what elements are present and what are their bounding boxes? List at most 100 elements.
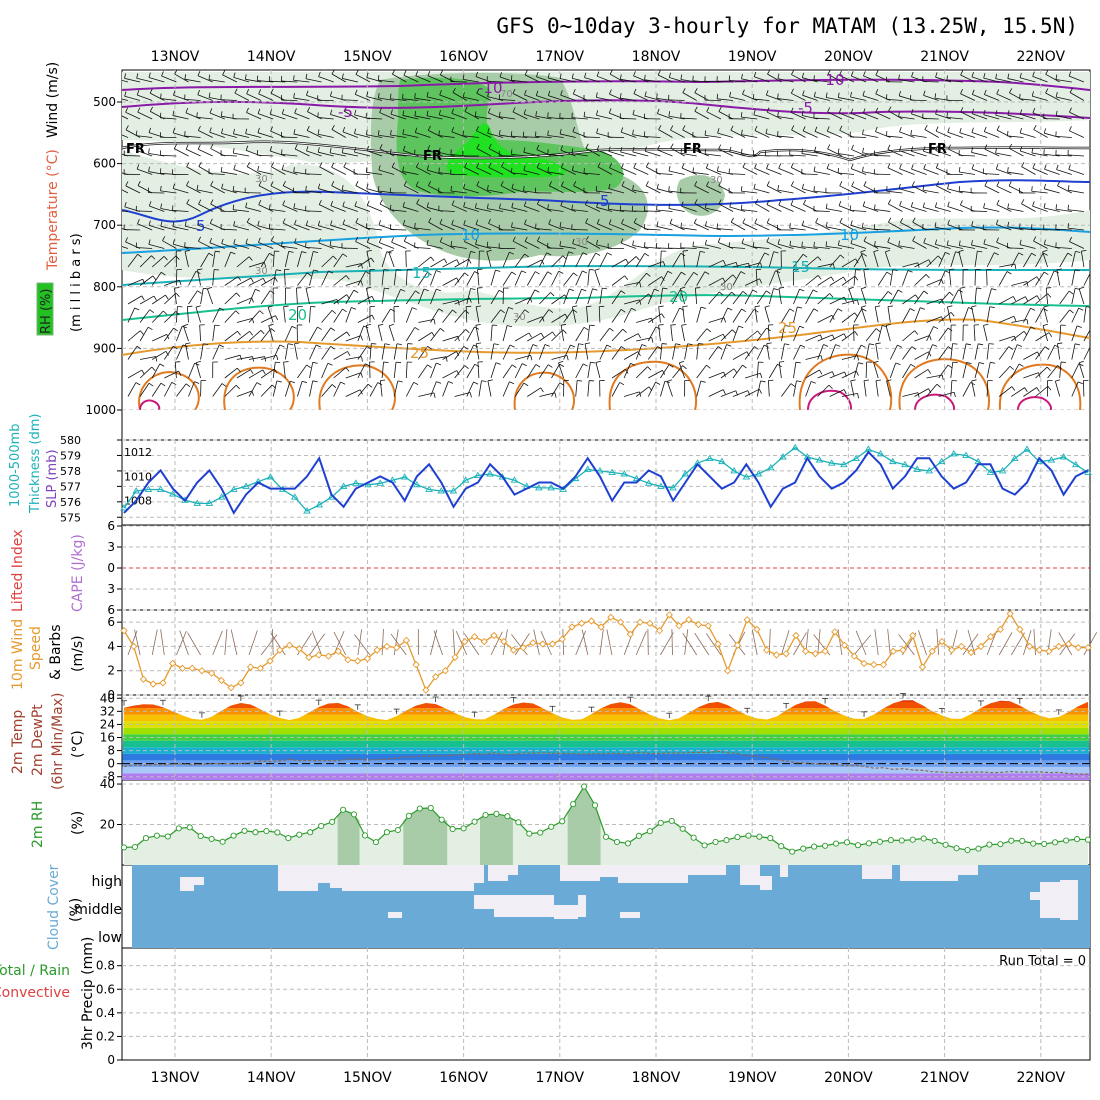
barb: [342, 219, 359, 231]
barb-staff: [672, 253, 682, 268]
barb: [559, 241, 576, 249]
barb-flag: [583, 363, 588, 367]
barb-staff: [309, 362, 314, 379]
barb-flag: [936, 383, 941, 388]
barb-staff: [418, 256, 432, 268]
barb-flag: [875, 328, 881, 332]
barb-staff: [402, 171, 419, 175]
temp-tick-label-5: 0: [107, 757, 115, 771]
barb-flag: [462, 74, 465, 80]
barb-flag: [468, 258, 472, 264]
thickness-point: [400, 473, 409, 480]
barb-staff: [236, 317, 253, 323]
barb: [656, 221, 673, 231]
barb-flag: [294, 144, 298, 150]
barb: [321, 384, 337, 397]
barb-staff: [551, 294, 565, 305]
barb-staff: [342, 223, 359, 231]
barb: [708, 259, 726, 268]
barb-flag: [839, 181, 843, 186]
barb-flag: [863, 379, 870, 382]
barb-staff: [539, 309, 550, 323]
barb: [947, 127, 964, 138]
wind-speed-point: [957, 642, 966, 651]
temp-minmax-markers: [121, 692, 1062, 719]
barb: [970, 205, 988, 212]
barb-staff: [333, 308, 343, 323]
barb-staff: [756, 252, 765, 268]
barb: [841, 392, 859, 399]
barb-flag: [790, 162, 794, 168]
barb-staff: [946, 80, 963, 83]
barb-staff: [1007, 135, 1024, 138]
barb: [476, 287, 483, 305]
barb-flag: [862, 108, 866, 114]
barb-staff: [293, 97, 310, 101]
barb-flag: [464, 106, 468, 112]
barb-flag: [331, 124, 335, 130]
barb-staff: [127, 253, 138, 268]
barb-flag: [365, 271, 371, 275]
barb-staff: [188, 381, 195, 397]
barb: [297, 251, 307, 268]
barb: [693, 145, 709, 157]
isotherm-25: [122, 318, 1090, 356]
barb: [236, 277, 254, 286]
barb-flag: [530, 355, 533, 361]
barb-staff: [355, 94, 371, 101]
barb-staff: [888, 110, 903, 120]
barb-flag: [1031, 147, 1034, 154]
barb-staff: [487, 380, 492, 397]
barb: [720, 262, 739, 268]
barb-staff: [1059, 252, 1069, 268]
wind-speed-point: [694, 620, 703, 629]
barb: [841, 258, 859, 268]
barb-flag: [644, 91, 647, 97]
barb-staff: [224, 251, 232, 268]
wind-speed-point: [977, 642, 985, 651]
barb-flag: [366, 323, 372, 326]
barb-staff: [305, 288, 310, 305]
barb-staff: [611, 309, 622, 323]
barb-flag: [258, 89, 262, 94]
barb-staff: [754, 76, 770, 83]
barb-flag: [862, 147, 864, 153]
barb-flag: [996, 181, 1000, 187]
barb: [730, 217, 746, 231]
barb-flag: [585, 143, 589, 149]
barb: [548, 181, 564, 194]
barb-staff: [294, 224, 310, 231]
barb-staff: [535, 136, 552, 138]
barb: [825, 187, 842, 194]
barb: [934, 239, 951, 249]
barb-staff: [345, 372, 362, 379]
barb: [333, 367, 350, 379]
barb: [464, 236, 480, 249]
barb-flag: [330, 109, 333, 115]
barb-staff: [777, 98, 794, 101]
wind-speed-point: [412, 661, 420, 669]
barb: [1056, 342, 1063, 360]
barb: [850, 379, 856, 397]
barb: [309, 306, 316, 323]
barb-staff: [439, 94, 455, 101]
barb: [935, 126, 951, 138]
barb-flag: [799, 288, 805, 292]
barb-flag: [560, 162, 564, 168]
barb: [853, 269, 861, 286]
barb-staff: [1083, 306, 1087, 323]
barb-flag: [221, 183, 224, 189]
barb-flag: [402, 166, 405, 172]
barb-staff: [248, 310, 261, 323]
barb-flag: [248, 256, 253, 261]
barb-flag: [540, 332, 545, 338]
barb-flag: [776, 268, 782, 271]
barb-staff: [487, 132, 504, 138]
barb: [644, 91, 661, 101]
barb-flag: [270, 162, 275, 167]
barb: [524, 90, 540, 101]
barb: [369, 361, 375, 379]
barb: [704, 239, 721, 249]
barb-staff: [729, 206, 746, 212]
barb-staff: [305, 190, 322, 194]
